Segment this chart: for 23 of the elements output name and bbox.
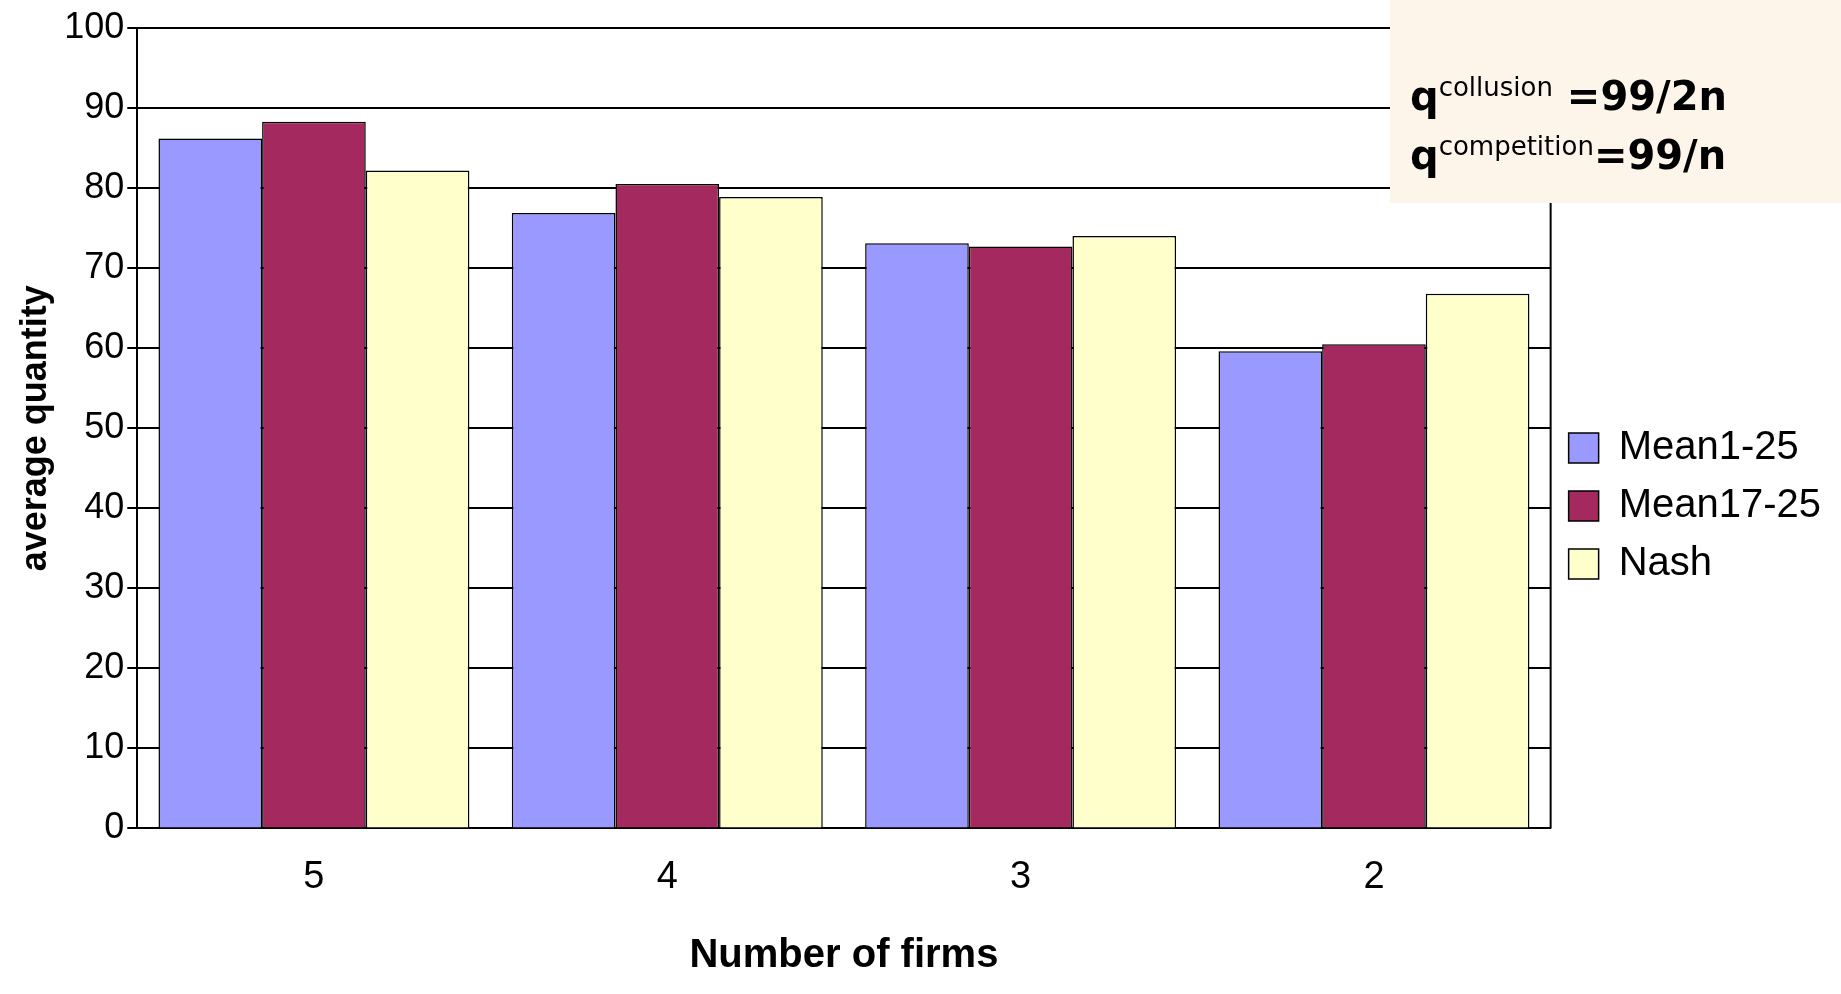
y-tick-label: 90 xyxy=(84,84,125,126)
y-tick-label: 50 xyxy=(84,405,125,447)
x-tick-label: 5 xyxy=(303,853,325,896)
x-tick-label: 4 xyxy=(656,853,678,896)
x-axis-title: Number of firms xyxy=(689,931,999,976)
x-tick-label: 2 xyxy=(1363,853,1385,896)
y-tick-label: 40 xyxy=(84,485,125,527)
annotation: q$^{competition}$=99/n xyxy=(1410,130,1728,180)
y-tick-label: 60 xyxy=(84,325,125,367)
y-tick-label: 10 xyxy=(84,725,125,767)
legend-label: Mean1-25 xyxy=(1618,423,1799,468)
y-tick-label: 20 xyxy=(84,645,125,687)
x-tick-label: 3 xyxy=(1010,853,1032,896)
y-axis-title: average quantity xyxy=(12,285,54,572)
legend-label: Mean17-25 xyxy=(1618,481,1822,526)
y-tick-label: 0 xyxy=(104,805,125,847)
y-tick-label: 30 xyxy=(84,565,125,607)
legend-label: Nash xyxy=(1618,539,1713,584)
y-tick-label: 70 xyxy=(84,245,125,287)
annotation: q$^{collusion}$ =99/2n xyxy=(1410,71,1728,121)
text-box: q$^{collusion}$ =99/2n q$^{competition}$=99/n xyxy=(1390,0,1841,203)
y-tick-label: 80 xyxy=(84,165,125,206)
y-tick-label: 100 xyxy=(64,4,125,46)
